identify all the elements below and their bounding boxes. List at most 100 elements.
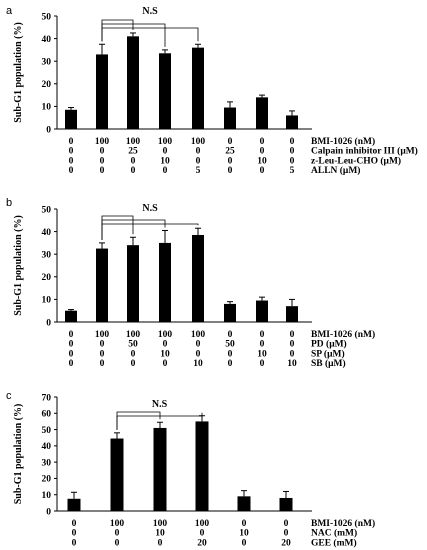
condition-value: 0 bbox=[284, 519, 289, 529]
condition-value: 0 bbox=[260, 330, 265, 340]
y-tick-label: 0 bbox=[46, 507, 51, 517]
condition-value: 0 bbox=[115, 529, 120, 539]
condition-value: 0 bbox=[69, 359, 74, 369]
y-tick-label: 20 bbox=[42, 80, 52, 90]
bar bbox=[286, 115, 298, 129]
bar bbox=[110, 438, 124, 511]
condition-label: BMI-1026 (nM) bbox=[311, 136, 375, 147]
y-tick-label: 50 bbox=[42, 426, 52, 436]
condition-value: 0 bbox=[290, 137, 295, 147]
significance-bracket bbox=[101, 223, 199, 240]
condition-label: BMI-1026 (nM) bbox=[311, 329, 375, 340]
condition-value: 100 bbox=[158, 330, 173, 340]
condition-value: 0 bbox=[260, 137, 265, 147]
condition-value: 0 bbox=[100, 349, 105, 359]
condition-label: PD (μM) bbox=[311, 339, 347, 350]
condition-label: z-Leu-Leu-CHO (μM) bbox=[311, 155, 401, 166]
condition-value: 5 bbox=[290, 166, 295, 176]
y-tick-label: 60 bbox=[42, 410, 52, 420]
panel-letter: a bbox=[6, 5, 13, 17]
condition-value: 0 bbox=[228, 349, 233, 359]
y-axis-label: Sub-G1 population (%) bbox=[13, 215, 24, 316]
condition-value: 0 bbox=[242, 538, 247, 548]
y-tick-label: 20 bbox=[42, 475, 52, 485]
bar bbox=[127, 36, 139, 130]
condition-value: 0 bbox=[131, 156, 136, 166]
bar bbox=[127, 245, 139, 322]
condition-value: 0 bbox=[69, 330, 74, 340]
bar bbox=[65, 109, 77, 129]
condition-value: 0 bbox=[69, 147, 74, 157]
condition-value: 0 bbox=[196, 340, 201, 350]
condition-value: 0 bbox=[200, 529, 205, 539]
y-axis-label: Sub-G1 population (%) bbox=[13, 404, 24, 505]
condition-value: 0 bbox=[131, 359, 136, 369]
condition-label: SB (μM) bbox=[311, 358, 346, 369]
condition-value: 0 bbox=[163, 359, 168, 369]
significance-bracket bbox=[116, 411, 161, 430]
condition-value: 10 bbox=[257, 349, 267, 359]
condition-value: 0 bbox=[100, 147, 105, 157]
bar bbox=[224, 107, 236, 129]
bar bbox=[224, 303, 236, 322]
condition-value: 0 bbox=[100, 156, 105, 166]
condition-value: 0 bbox=[290, 156, 295, 166]
condition-value: 25 bbox=[225, 147, 235, 157]
condition-label: SP (μM) bbox=[311, 348, 345, 359]
y-tick-label: 30 bbox=[42, 458, 52, 468]
bar bbox=[192, 234, 204, 322]
condition-value: 0 bbox=[69, 340, 74, 350]
condition-value: 10 bbox=[287, 359, 297, 369]
condition-value: 100 bbox=[95, 137, 110, 147]
condition-value: 0 bbox=[196, 349, 201, 359]
condition-value: 0 bbox=[131, 166, 136, 176]
condition-value: 100 bbox=[153, 519, 168, 529]
condition-value: 0 bbox=[196, 156, 201, 166]
bar bbox=[279, 497, 293, 511]
y-axis-label: Sub-G1 population (%) bbox=[13, 22, 24, 123]
condition-value: 0 bbox=[158, 538, 163, 548]
condition-value: 0 bbox=[72, 529, 77, 539]
condition-value: 20 bbox=[281, 538, 291, 548]
condition-value: 0 bbox=[228, 166, 233, 176]
bar bbox=[159, 242, 171, 322]
significance-bracket bbox=[101, 215, 134, 240]
bar bbox=[256, 300, 268, 322]
condition-value: 0 bbox=[100, 166, 105, 176]
condition-value: 100 bbox=[191, 330, 206, 340]
significance-label: N.S bbox=[142, 6, 158, 17]
condition-value: 100 bbox=[158, 137, 173, 147]
condition-value: 10 bbox=[160, 156, 170, 166]
y-tick-label: 0 bbox=[46, 318, 51, 328]
condition-value: 0 bbox=[260, 359, 265, 369]
y-tick-label: 10 bbox=[42, 491, 52, 501]
condition-value: 0 bbox=[196, 147, 201, 157]
condition-value: 100 bbox=[126, 137, 141, 147]
bar bbox=[65, 310, 77, 322]
condition-value: 0 bbox=[69, 349, 74, 359]
condition-value: 0 bbox=[163, 166, 168, 176]
condition-label: Calpain inhibitor III (μM) bbox=[311, 146, 418, 157]
condition-value: 0 bbox=[100, 359, 105, 369]
significance-bracket bbox=[101, 27, 199, 42]
bar bbox=[159, 53, 171, 129]
condition-value: 0 bbox=[69, 166, 74, 176]
panel-letter: b bbox=[6, 197, 12, 209]
panel-letter: c bbox=[6, 390, 12, 402]
condition-value: 0 bbox=[228, 330, 233, 340]
condition-label: BMI-1026 (nM) bbox=[311, 518, 375, 529]
y-tick-label: 10 bbox=[42, 103, 52, 113]
condition-value: 0 bbox=[290, 349, 295, 359]
y-tick-label: 30 bbox=[42, 58, 52, 68]
condition-value: 0 bbox=[290, 340, 295, 350]
bar bbox=[195, 421, 209, 511]
y-tick-label: 30 bbox=[42, 251, 52, 261]
condition-value: 0 bbox=[131, 349, 136, 359]
y-tick-label: 40 bbox=[42, 228, 52, 238]
condition-value: 10 bbox=[160, 349, 170, 359]
condition-value: 10 bbox=[257, 156, 267, 166]
significance-label: N.S bbox=[142, 203, 158, 214]
bar bbox=[67, 498, 81, 511]
